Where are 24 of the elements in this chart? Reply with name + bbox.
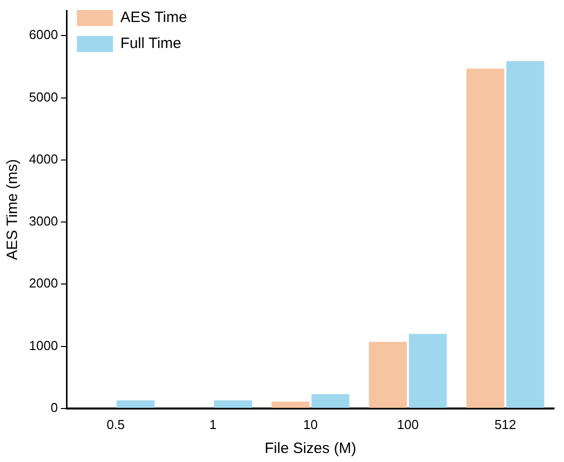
- legend-label: AES Time: [120, 9, 188, 26]
- x-tick-label: 512: [494, 416, 516, 432]
- bar: [368, 342, 407, 408]
- x-axis-title: File Sizes (M): [264, 440, 356, 458]
- y-tick-label: 5000: [29, 89, 58, 104]
- bar: [408, 334, 447, 408]
- x-tick-label: 10: [303, 416, 318, 432]
- x-tick-label: 100: [397, 416, 419, 432]
- bar: [466, 68, 504, 408]
- x-tick-label: 1: [209, 416, 217, 432]
- bar: [506, 61, 544, 408]
- y-tick-label: 4000: [29, 151, 58, 166]
- y-axis-title: AES Time (ms): [4, 159, 22, 260]
- y-tick-label: 6000: [29, 27, 58, 42]
- bar: [214, 400, 252, 408]
- bar: [311, 394, 350, 408]
- y-tick-label: 0: [50, 400, 58, 415]
- y-tick-label: 3000: [29, 214, 58, 229]
- bar: [116, 400, 155, 408]
- y-tick-label: 2000: [29, 276, 58, 291]
- y-tick-label: 1000: [29, 338, 58, 353]
- legend-label: Full Time: [120, 35, 182, 52]
- bar: [272, 402, 310, 408]
- x-tick-label: 0.5: [106, 416, 125, 432]
